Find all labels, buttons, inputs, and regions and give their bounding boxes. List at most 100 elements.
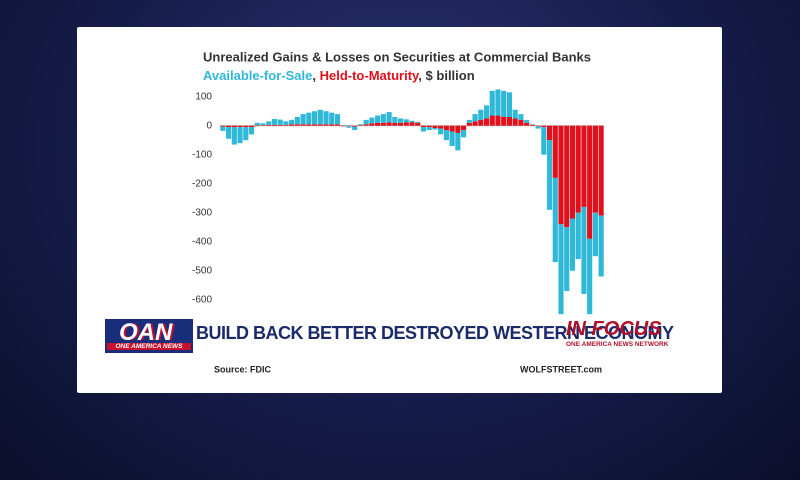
bar-segment	[449, 125, 455, 132]
bar-segment	[524, 119, 530, 123]
bar-segment	[289, 124, 295, 126]
separator: ,	[418, 68, 422, 83]
source: Source: FDIC	[214, 364, 272, 374]
bar-segment	[466, 122, 472, 126]
bar-segment	[340, 125, 346, 127]
bar-segment	[524, 122, 530, 126]
bar-segment	[317, 124, 323, 126]
bar-segment	[254, 122, 260, 126]
bar-segment	[300, 114, 306, 125]
bar-segment	[231, 125, 237, 128]
bar-segment	[443, 125, 449, 131]
bar-segment	[552, 177, 558, 262]
bar-segment	[329, 124, 335, 126]
bar-segment	[289, 119, 295, 125]
y-tick-label: -100	[192, 149, 212, 160]
bar-segment	[598, 215, 604, 277]
lower-third: OAN ONE AMERICA NEWS BUILD BACK BETTER D…	[104, 318, 674, 354]
bar-segment	[592, 212, 598, 257]
bar-segment	[386, 112, 392, 123]
bar-segment	[420, 127, 427, 132]
bar-segment	[334, 114, 341, 125]
bar-segment	[489, 115, 495, 126]
bar-segment	[248, 127, 255, 135]
bar-segment	[461, 130, 467, 138]
bar-segment	[403, 122, 409, 126]
y-tick-label: 100	[195, 91, 212, 102]
legend-entry: Held-to-Maturity	[320, 68, 420, 83]
bar-segment	[558, 224, 564, 315]
bar-segment	[506, 92, 512, 117]
bar-segment	[409, 122, 415, 126]
bar-segment	[443, 130, 449, 141]
y-tick-label: -400	[192, 236, 212, 247]
bar-segment	[426, 127, 432, 131]
logo-text: OAN	[119, 319, 173, 346]
segment: IN FOCUS	[566, 318, 662, 340]
bar-segment	[409, 120, 415, 123]
bar-segment	[317, 109, 323, 125]
y-tick-label: -500	[192, 265, 212, 276]
bar-segment	[483, 105, 490, 119]
bar-segment	[581, 206, 587, 294]
bar-segment	[501, 90, 507, 117]
bar-segment	[598, 125, 604, 216]
bar-segment	[369, 123, 375, 126]
bar-segment	[397, 118, 404, 123]
bar-segment	[352, 126, 358, 131]
bar-segment	[283, 121, 289, 125]
headline: BUILD BACK BETTER DESTROYED WESTERN ECON…	[196, 323, 674, 343]
bar-segment	[226, 127, 232, 139]
bar-segment	[329, 112, 335, 125]
bar-segment	[340, 125, 346, 126]
bar-segment	[569, 218, 576, 271]
bar-segment	[581, 125, 587, 207]
bar-segment	[506, 117, 512, 126]
bar-segment	[587, 238, 593, 315]
bar-segment	[323, 124, 329, 126]
bar-segment	[415, 122, 421, 126]
bar-segment	[478, 109, 484, 120]
bar-segment	[266, 124, 272, 126]
y-tick-label: -600	[192, 294, 212, 305]
credit: WOLFSTREET.com	[520, 364, 602, 374]
bar-segment	[248, 125, 255, 128]
bar-segment	[237, 125, 243, 128]
bar-segment	[386, 122, 392, 126]
bar-segment	[306, 124, 312, 126]
bar-segment	[483, 118, 490, 126]
y-tick-label: 0	[206, 120, 212, 131]
bar-segment	[529, 124, 535, 125]
bar-segment	[231, 127, 237, 145]
bar-segment	[312, 124, 318, 126]
chart-title: Unrealized Gains & Losses on Securities …	[203, 49, 591, 64]
bar-segment	[541, 125, 547, 128]
bar-segment	[432, 125, 438, 129]
bar-segment	[357, 124, 363, 126]
bar-segment	[243, 127, 249, 141]
bar-segment	[564, 125, 570, 228]
bar-segment	[294, 117, 300, 125]
bar-segment	[415, 121, 421, 123]
bar-segment	[220, 125, 226, 127]
bar-segment	[375, 115, 381, 123]
bar-segment	[546, 125, 553, 141]
bar-segment	[564, 227, 570, 291]
bar-segment	[375, 122, 381, 126]
bar-segment	[432, 128, 438, 130]
bar-segment	[461, 125, 467, 131]
bar-segment	[518, 119, 524, 126]
bar-segment	[587, 125, 593, 239]
bar-segment	[569, 125, 576, 219]
bar-segment	[352, 125, 358, 127]
bar-segment	[294, 124, 300, 126]
bar-segment	[323, 111, 329, 125]
bar-segment	[220, 126, 226, 131]
bar-segment	[380, 114, 386, 123]
bar-segment	[346, 126, 352, 128]
bar-segment	[478, 119, 484, 126]
bar-segment	[271, 119, 278, 125]
bar-segment	[518, 114, 524, 120]
logo: OAN ONE AMERICA NEWS	[104, 318, 194, 354]
